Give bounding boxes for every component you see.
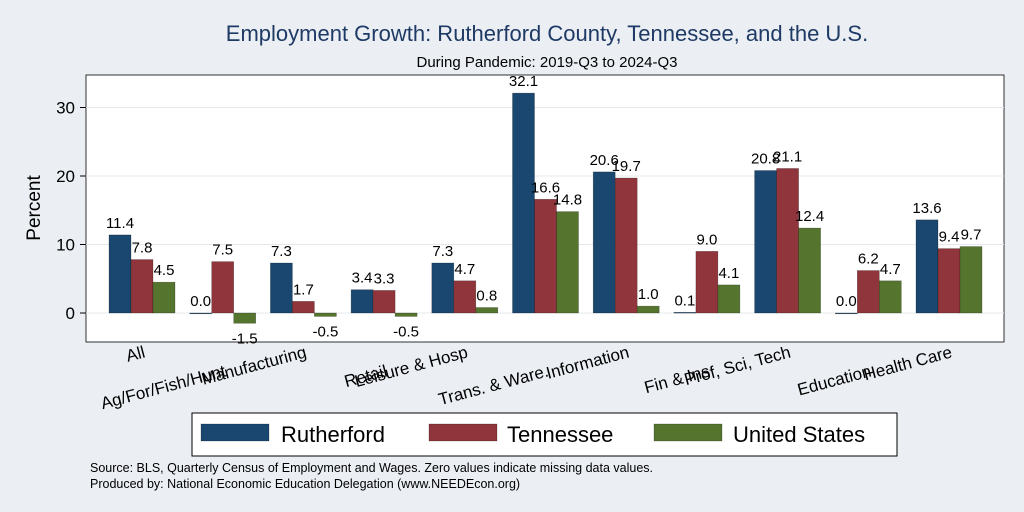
chart-subtitle: During Pandemic: 2019-Q3 to 2024-Q3 <box>417 54 678 71</box>
legend-box <box>191 412 898 457</box>
legend-swatch-rutherford <box>200 423 270 442</box>
value-label: 1.7 <box>293 281 314 298</box>
bar-rutherford <box>189 312 212 315</box>
bar-tennessee <box>776 168 799 314</box>
bar-tennessee <box>372 290 396 314</box>
y-axis-label: Percent <box>24 175 45 241</box>
bar-united-states <box>394 312 418 317</box>
bar-united-states <box>636 305 660 314</box>
value-label: 21.1 <box>773 148 802 165</box>
y-tick-label: 10 <box>56 236 75 255</box>
value-label: 9.4 <box>939 229 960 246</box>
value-labels: 11.4 7.84.5 0.0 7.5 -1.5 7.3 1.7 -0.5 3.4 3.3 -0.5… <box>106 73 981 347</box>
value-label: 32.1 <box>509 73 538 90</box>
x-tick-label: All <box>124 343 147 366</box>
value-label: 3.3 <box>374 270 395 287</box>
y-tick-label: 0 <box>66 304 75 323</box>
bar-united-states <box>959 246 983 314</box>
bar-rutherford <box>270 262 293 314</box>
bar-united-states <box>475 307 499 314</box>
legend-swatch-tennessee <box>428 423 498 442</box>
value-label: 7.8 <box>132 240 153 257</box>
bar-rutherford <box>754 170 777 314</box>
bar-tennessee <box>453 280 477 314</box>
bar-tennessee <box>534 198 557 314</box>
y-axis: 0 10 20 30 <box>56 99 86 323</box>
bar-united-states <box>556 211 579 314</box>
bar-rutherford <box>431 262 455 314</box>
bar-united-states <box>717 284 741 314</box>
legend-label: United States <box>733 422 865 447</box>
bar-rutherford <box>673 312 697 314</box>
value-label: 0.1 <box>674 292 695 309</box>
bar-united-states <box>878 280 902 314</box>
value-label: 14.8 <box>553 192 582 209</box>
value-label: 20.6 <box>590 152 619 169</box>
value-label: -1.5 <box>232 330 258 347</box>
value-label: 9.0 <box>696 231 717 248</box>
bar-rutherford <box>108 234 132 314</box>
bar-tennessee <box>695 251 719 314</box>
value-label: 20.8 <box>751 151 780 168</box>
value-label: 6.2 <box>858 251 879 268</box>
bar-tennessee <box>614 177 638 314</box>
value-label: 4.7 <box>454 261 475 278</box>
value-label: 0.0 <box>836 293 857 310</box>
y-tick-label: 30 <box>56 99 75 118</box>
value-label: 19.7 <box>612 158 641 175</box>
bar-tennessee <box>937 248 961 314</box>
bar-tennessee <box>292 301 315 314</box>
value-label: 4.7 <box>880 261 901 278</box>
bar-tennessee <box>211 261 234 314</box>
legend: Rutherford Tennessee United States <box>191 412 898 457</box>
value-label: 11.4 <box>106 215 134 232</box>
bar-united-states <box>314 312 337 317</box>
bar-rutherford <box>915 219 939 314</box>
bar-rutherford <box>350 289 374 314</box>
bar-tennessee <box>856 270 880 314</box>
bar-rutherford <box>512 92 535 314</box>
y-tick-label: 20 <box>56 167 75 186</box>
bar-rutherford <box>834 312 858 315</box>
source-note: Source: BLS, Quarterly Census of Employm… <box>90 461 653 475</box>
produced-by-note: Produced by: National Economic Education… <box>90 477 520 491</box>
bar-united-states <box>798 227 821 314</box>
chart-title: Employment Growth: Rutherford County, Te… <box>226 21 868 46</box>
value-label: 4.5 <box>154 262 175 279</box>
value-label: 0.8 <box>476 288 497 305</box>
value-label: 9.7 <box>961 227 982 244</box>
bar-united-states <box>233 312 256 324</box>
value-label: 1.0 <box>638 286 659 303</box>
value-label: -0.5 <box>312 323 338 340</box>
value-label: 0.0 <box>190 293 211 310</box>
bar-rutherford <box>592 171 616 314</box>
legend-swatch-united-states <box>653 423 723 442</box>
bar-united-states <box>152 281 176 314</box>
value-label: 13.6 <box>912 200 941 217</box>
value-label: 4.1 <box>718 265 739 282</box>
legend-label: Rutherford <box>281 422 385 447</box>
value-label: -0.5 <box>393 323 419 340</box>
value-label: 16.6 <box>531 179 560 196</box>
bar-tennessee <box>130 259 154 314</box>
value-label: 7.5 <box>212 242 233 259</box>
value-label: 7.3 <box>271 243 292 260</box>
legend-label: Tennessee <box>507 422 613 447</box>
value-label: 12.4 <box>795 208 824 225</box>
value-label: 7.3 <box>432 243 453 260</box>
bars <box>108 92 983 324</box>
value-label: 3.4 <box>352 270 373 287</box>
